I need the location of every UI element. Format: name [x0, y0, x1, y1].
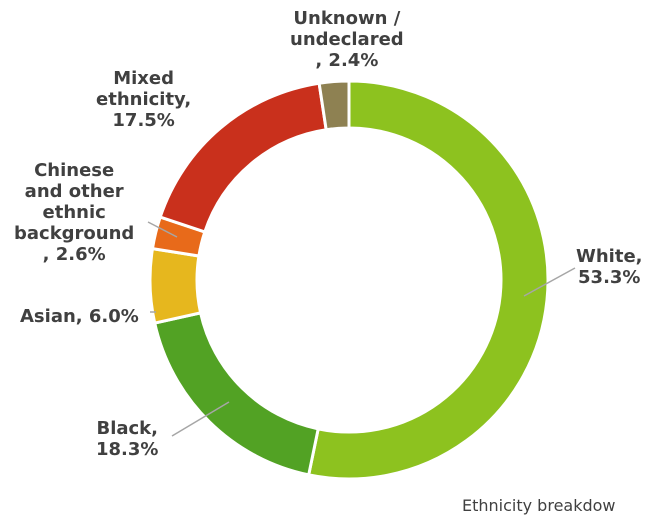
slice-label-chinese-other: Chinese and other ethnic background , 2.… — [14, 160, 135, 265]
donut-slices — [148, 79, 550, 481]
leader-line-white — [523, 267, 576, 297]
slice-unknown-undeclared — [317, 79, 351, 132]
leader-line-chinese — [147, 221, 178, 238]
slice-label-unknown: Unknown / undeclared , 2.4% — [290, 8, 404, 71]
slice-label-black: Black, 18.3% — [96, 418, 159, 460]
leader-lines — [147, 221, 576, 437]
leader-line-black — [171, 401, 230, 437]
slice-asian — [148, 246, 203, 325]
chart-caption: Ethnicity breakdow — [462, 496, 616, 515]
slice-white — [306, 79, 550, 481]
slice-label-asian: Asian, 6.0% — [20, 306, 139, 327]
slice-label-white: White, 53.3% — [576, 246, 643, 288]
slice-black — [152, 311, 320, 477]
slice-label-mixed: Mixed ethnicity, 17.5% — [96, 68, 192, 131]
